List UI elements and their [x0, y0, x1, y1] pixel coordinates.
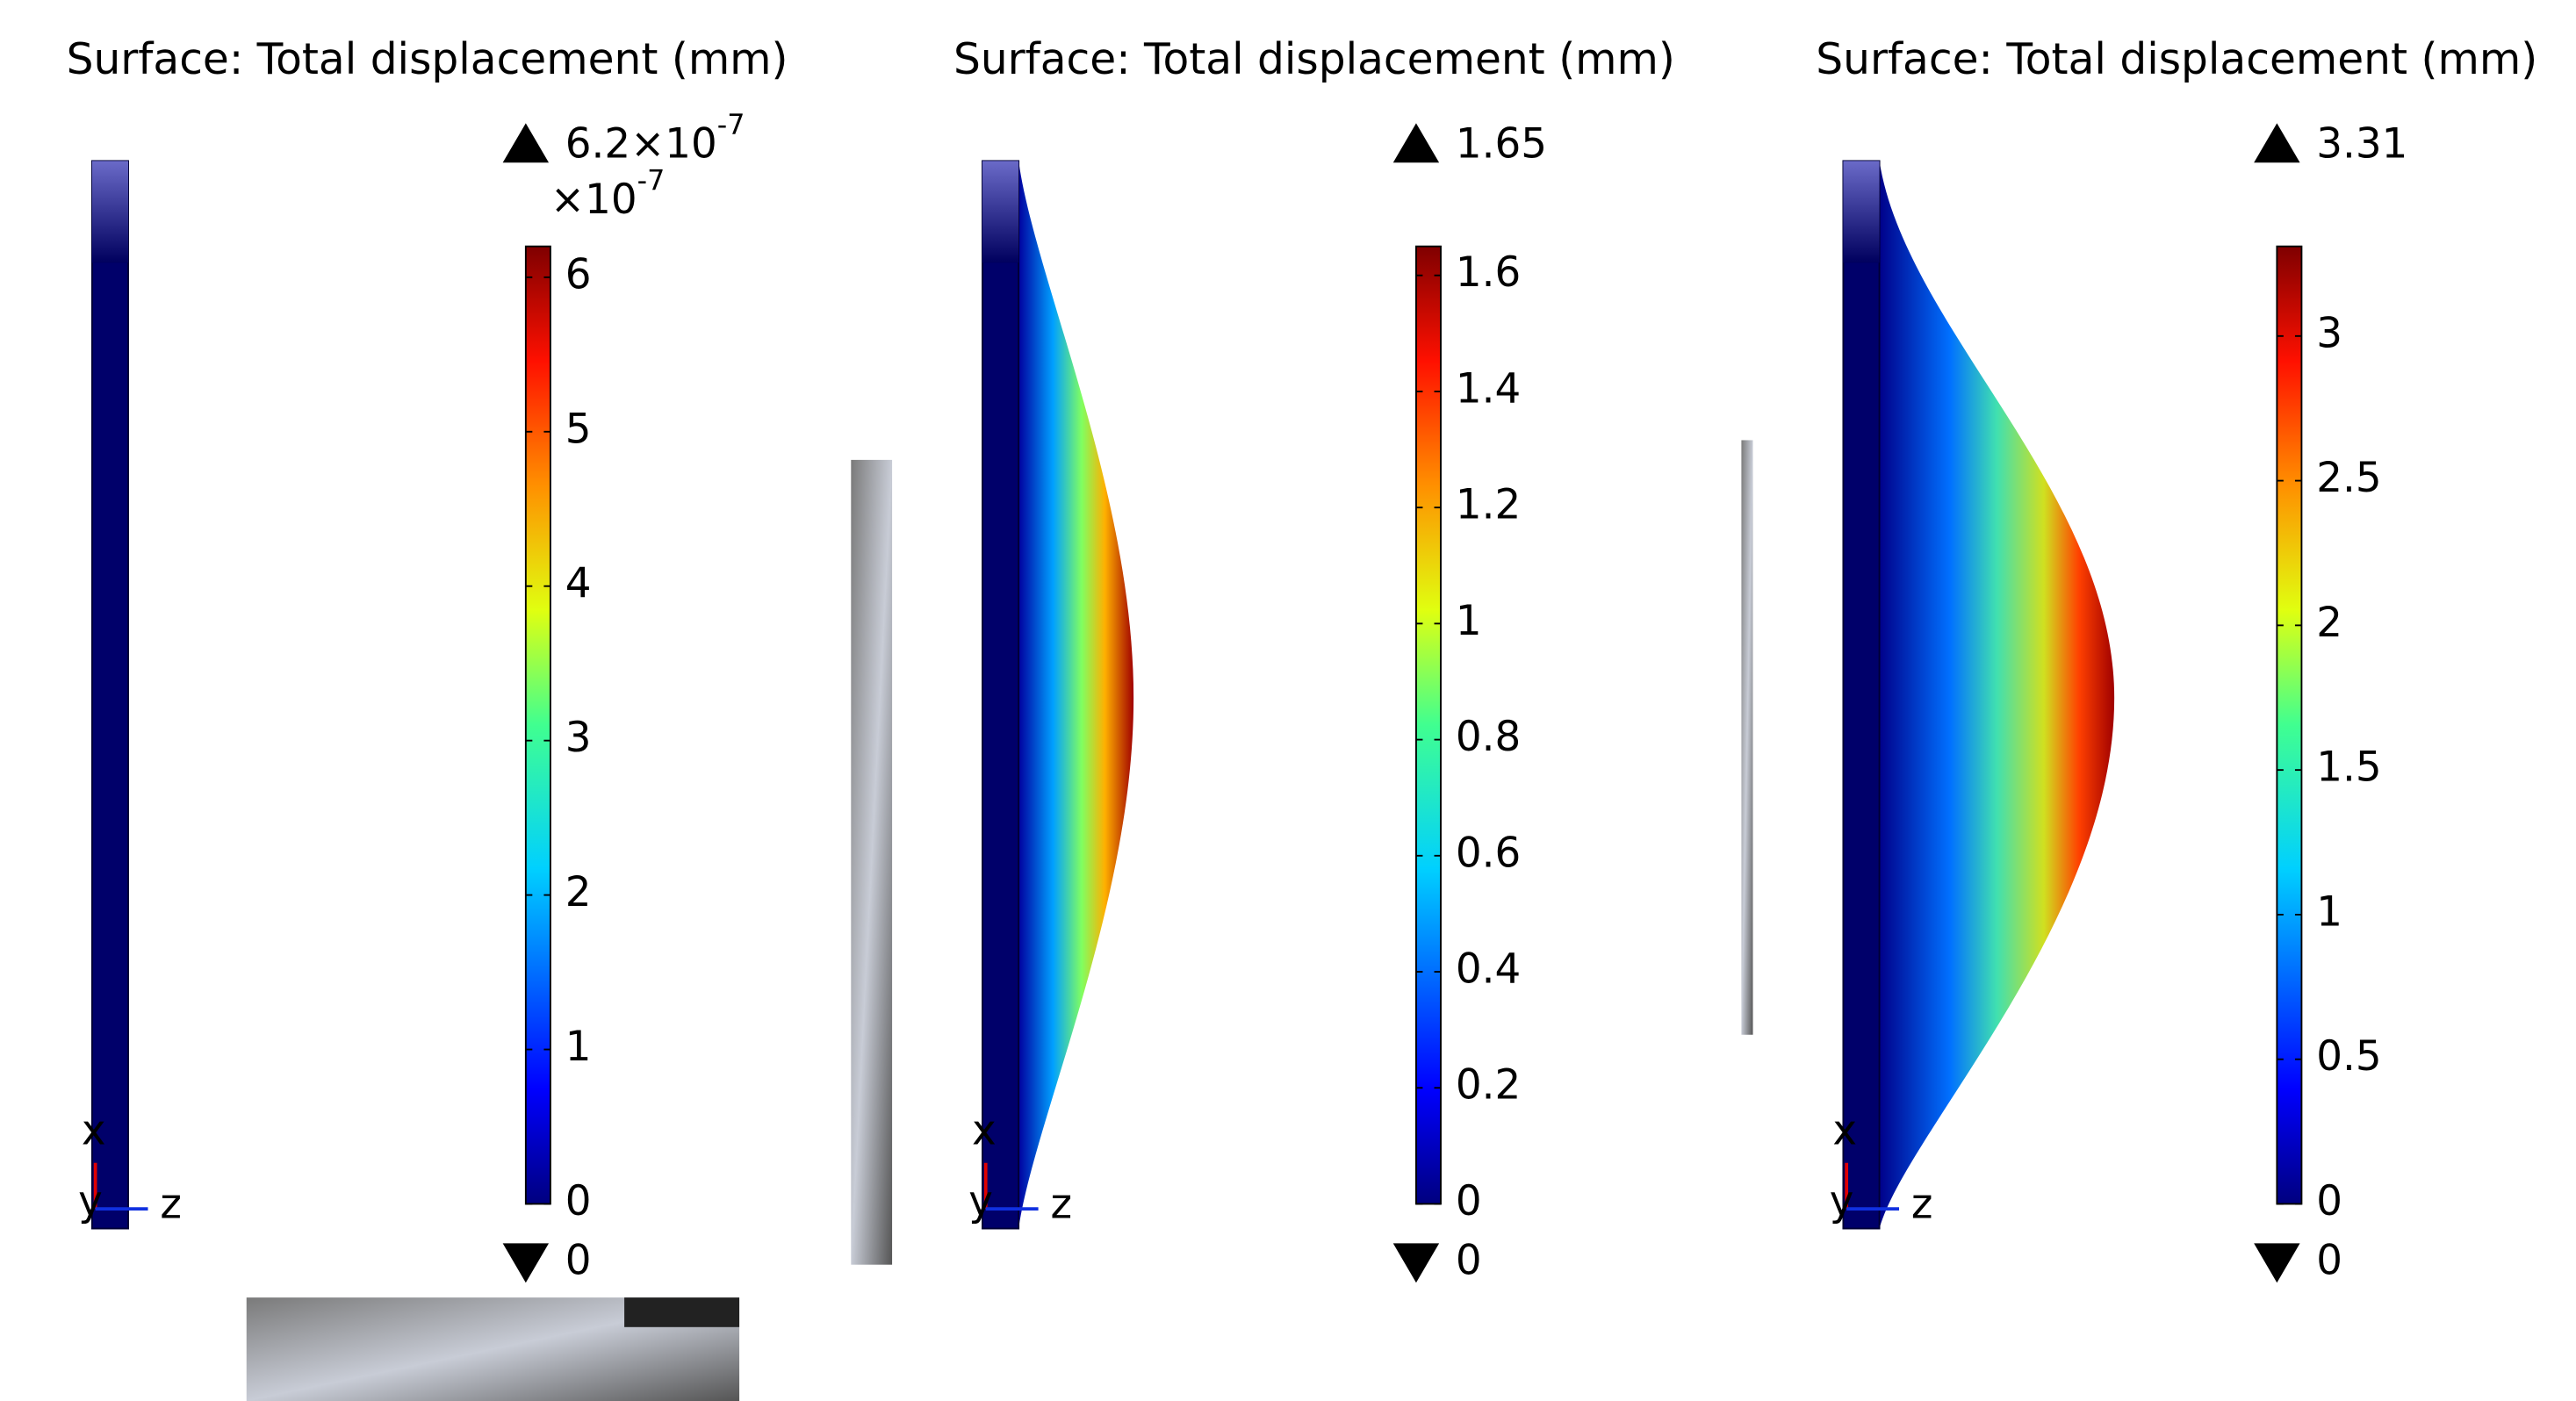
min-marker: [1393, 1243, 1439, 1282]
max-value: 3.31: [2316, 120, 2407, 168]
panel-title: Surface: Total displacement (mm): [1816, 35, 2537, 84]
max-value: 1.65: [1456, 120, 1547, 168]
max-value: 6.2×10: [565, 120, 717, 168]
tick-label: 2: [2316, 600, 2342, 647]
tick-label: 0.6: [1456, 830, 1521, 877]
tick-label: 5: [565, 406, 592, 453]
tick-label: 1.4: [1456, 365, 1521, 413]
tick-label: 2.5: [2316, 455, 2381, 502]
max-marker: [503, 123, 549, 162]
tick-label: 1: [1456, 598, 1482, 645]
axis-label: y: [1830, 1178, 1854, 1225]
tick-label: 4: [565, 560, 592, 607]
axis-label: x: [1832, 1108, 1857, 1155]
tick-label: 3: [2316, 310, 2342, 357]
color-scale: [2277, 247, 2301, 1204]
tick-label: 1: [2316, 888, 2342, 936]
figure: Surface: Total displacement (mm) 0 1 2 3 4 5 6 6…: [0, 0, 2576, 1401]
tick-label: 3: [565, 715, 592, 762]
axis-label: x: [82, 1108, 106, 1155]
panel-title: Surface: Total displacement (mm): [67, 35, 788, 84]
axis-label: y: [968, 1178, 993, 1225]
max-label: 3.31: [2316, 120, 2407, 168]
max-exponent: -7: [717, 109, 745, 141]
tick-label: 1.6: [1456, 249, 1521, 297]
tick-label: 0.5: [2316, 1033, 2381, 1081]
panel-title: Surface: Total displacement (mm): [953, 35, 1675, 84]
axis-label: z: [1051, 1182, 1073, 1229]
scale-base: ×10: [550, 176, 637, 224]
min-label: 0: [1456, 1237, 1482, 1284]
tick-label: 0.8: [1456, 714, 1521, 761]
geometry: [92, 161, 2114, 1228]
min-label: 0: [2316, 1237, 2342, 1284]
tick-label: 0: [1456, 1178, 1482, 1225]
min-marker: [2254, 1243, 2299, 1282]
max-label: 6.2×10-7: [565, 109, 745, 168]
max-label: 1.65: [1456, 120, 1547, 168]
tick-label: 0.2: [1456, 1062, 1521, 1110]
max-marker: [2254, 123, 2299, 162]
tick-label: 1: [565, 1024, 592, 1071]
tick-label: 0: [565, 1178, 592, 1225]
panel: Surface: Total displacement (mm) 0 1 2 3 4 5 6 6…: [67, 35, 788, 1284]
axis-label: y: [78, 1178, 103, 1225]
color-scale: [526, 247, 550, 1204]
axis-label: z: [160, 1182, 182, 1229]
scale-exponent: -7: [637, 165, 666, 198]
max-marker: [1393, 123, 1439, 162]
axis-label: z: [1911, 1182, 1933, 1229]
tick-label: 6: [565, 251, 592, 298]
color-scale: [1416, 247, 1441, 1204]
scale-label: ×10-7: [550, 165, 665, 224]
min-label: 0: [565, 1237, 592, 1284]
tick-label: 2: [565, 869, 592, 916]
tick-label: 0.4: [1456, 946, 1521, 994]
tick-label: 1.2: [1456, 482, 1521, 529]
min-marker: [503, 1243, 549, 1282]
tick-label: 0: [2316, 1178, 2342, 1225]
tick-label: 1.5: [2316, 744, 2381, 792]
axis-label: x: [972, 1108, 997, 1155]
